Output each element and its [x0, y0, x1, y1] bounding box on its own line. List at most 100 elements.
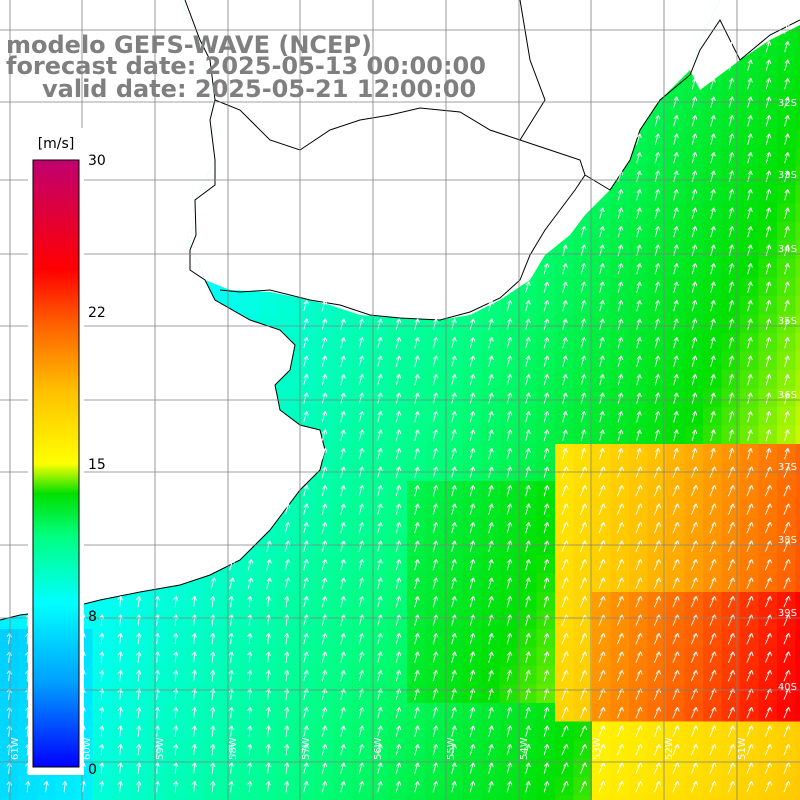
wind-arrow	[598, 743, 606, 756]
wind-arrow	[469, 429, 476, 441]
wind-cell	[795, 240, 800, 260]
wind-arrow	[303, 299, 309, 312]
wind-arrow	[191, 725, 197, 737]
wind-arrow	[414, 521, 420, 534]
wind-arrow	[690, 540, 699, 552]
wind-arrow	[488, 577, 494, 589]
wind-cell	[777, 795, 797, 800]
wind-arrow	[117, 725, 123, 737]
wind-arrow	[488, 688, 494, 700]
wind-arrow	[525, 336, 531, 349]
wind-arrow	[488, 706, 494, 719]
wind-arrow	[727, 540, 736, 552]
wind-arrow	[653, 632, 662, 645]
wind-arrow	[525, 540, 531, 552]
wind-arrow	[414, 540, 420, 552]
wind-arrow	[191, 780, 197, 793]
wind-arrow	[636, 336, 642, 349]
wind-arrow	[469, 410, 476, 423]
wind-arrow	[525, 447, 531, 460]
wind-cell	[684, 795, 704, 800]
wind-arrow	[616, 706, 625, 719]
wind-arrow	[488, 521, 494, 534]
wind-arrow	[395, 484, 402, 497]
wind-cell	[388, 795, 408, 800]
wind-arrow	[598, 706, 606, 719]
wind-arrow	[784, 429, 790, 441]
wind-arrow	[579, 540, 588, 552]
wind-arrow	[636, 133, 642, 145]
wind-arrow	[598, 484, 606, 497]
wind-arrow	[451, 318, 457, 330]
wind-arrow	[636, 373, 642, 386]
wind-arrow	[488, 410, 494, 423]
wind-arrow	[284, 577, 291, 589]
wind-arrow	[690, 743, 699, 756]
wind-arrow	[303, 410, 309, 423]
wind-arrow	[210, 743, 216, 756]
wind-arrow	[469, 669, 476, 682]
wind-arrow	[395, 577, 402, 589]
wind-arrow	[265, 669, 271, 682]
wind-arrow	[414, 632, 420, 645]
wind-arrow	[247, 558, 254, 571]
wind-arrow	[617, 281, 624, 293]
wind-cell	[314, 795, 334, 800]
wind-arrow	[746, 669, 754, 682]
wind-cell	[795, 499, 800, 519]
wind-arrow	[579, 706, 588, 719]
wind-arrow	[598, 521, 606, 534]
wind-arrow	[303, 762, 309, 774]
wind-arrow	[710, 207, 716, 219]
wind-arrow	[710, 447, 716, 460]
wind-arrow	[728, 188, 735, 201]
wind-arrow	[746, 595, 754, 608]
lat-label: 37S	[778, 462, 797, 473]
wind-arrow	[709, 540, 717, 552]
wind-arrow	[506, 743, 513, 756]
wind-arrow	[747, 114, 753, 127]
wind-arrow	[598, 780, 606, 793]
wind-arrow	[579, 595, 588, 608]
wind-arrow	[784, 373, 790, 386]
wind-arrow	[672, 780, 680, 793]
wind-arrow	[746, 651, 754, 663]
wind-arrow	[579, 577, 588, 589]
wind-arrow	[358, 743, 365, 756]
wind-cell	[795, 777, 800, 797]
wind-arrow	[562, 392, 568, 404]
wind-arrow	[173, 725, 179, 737]
wind-arrow	[173, 688, 179, 700]
wind-arrow	[765, 151, 772, 164]
wind-arrow	[783, 725, 791, 737]
wind-arrow	[783, 595, 791, 608]
wind-arrow	[599, 410, 605, 423]
wind-arrow	[728, 40, 735, 53]
lat-label: 34S	[778, 244, 797, 255]
wind-cell	[55, 795, 75, 800]
wind-arrow	[580, 355, 587, 367]
wind-arrow	[764, 632, 773, 645]
wind-arrow	[284, 688, 290, 700]
wind-arrow	[672, 706, 680, 719]
wind-arrow	[210, 577, 217, 589]
wind-arrow	[228, 632, 234, 645]
wind-arrow	[727, 521, 736, 534]
wind-arrow	[598, 595, 606, 608]
wind-arrow	[432, 503, 439, 515]
wind-arrow	[210, 632, 216, 645]
wind-arrow	[340, 780, 346, 793]
wind-arrow	[672, 521, 680, 534]
wind-arrow	[616, 558, 625, 571]
wind-arrow	[561, 762, 569, 774]
wind-arrow	[469, 632, 476, 645]
wind-arrow	[136, 651, 142, 663]
model-title: modelo GEFS-WAVE (NCEP)	[6, 31, 372, 59]
wind-arrow	[616, 595, 625, 608]
wind-arrow	[451, 706, 457, 719]
wind-arrow	[746, 484, 754, 497]
wind-arrow	[672, 669, 680, 682]
wind-arrow	[653, 725, 662, 737]
wind-arrow	[764, 743, 773, 756]
wind-arrow	[377, 632, 383, 645]
